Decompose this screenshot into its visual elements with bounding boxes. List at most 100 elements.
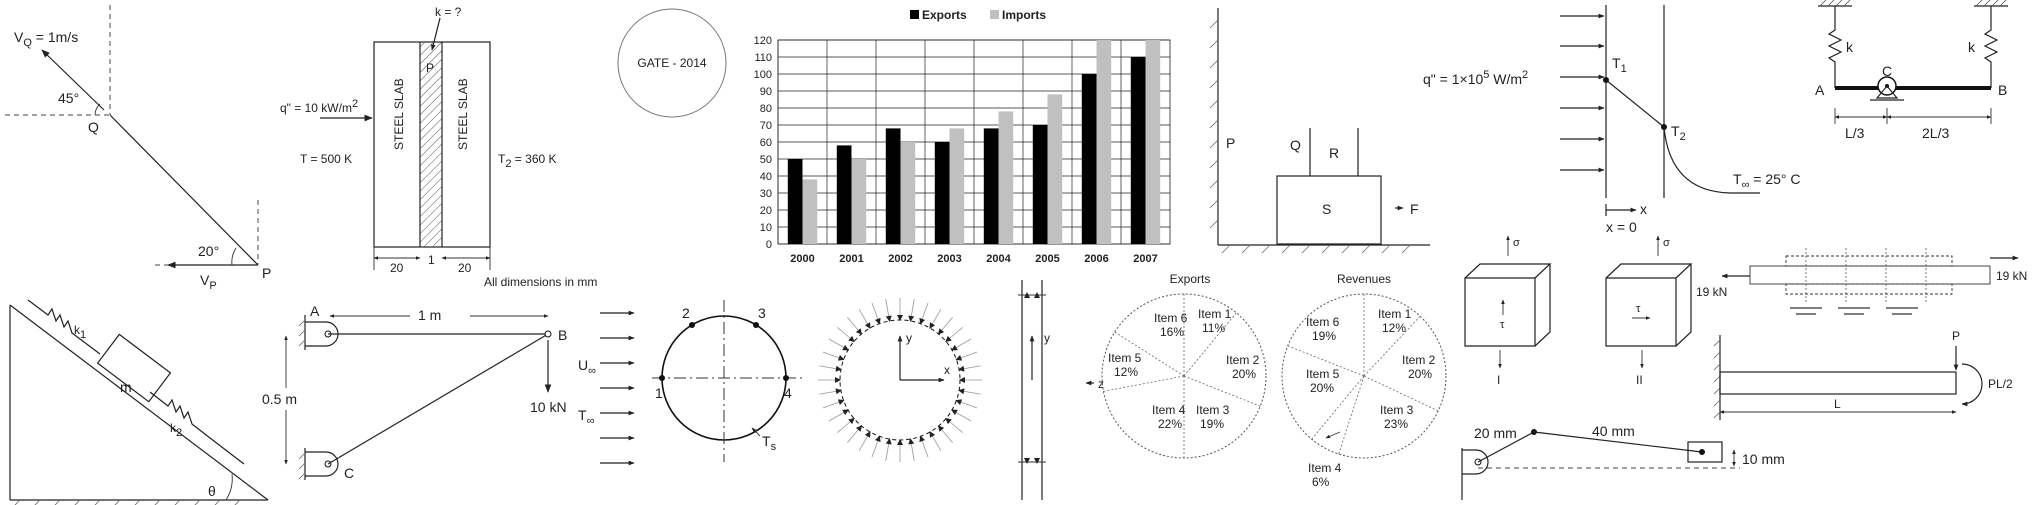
pressure-arrowhead bbox=[864, 431, 871, 438]
pressure-arrowhead bbox=[897, 315, 903, 321]
y-tick-label: 20 bbox=[760, 205, 772, 217]
stress2-roman-label: II bbox=[1636, 373, 1643, 387]
truss-1m-label: 1 m bbox=[418, 307, 441, 323]
exp-item2-value: 20% bbox=[1232, 367, 1256, 381]
radial-x-label: x bbox=[944, 363, 950, 377]
y-tick-label: 80 bbox=[760, 103, 772, 115]
pressure-tick bbox=[819, 390, 839, 395]
y-tick-label: 110 bbox=[754, 52, 772, 64]
rev-item2-label: Item 2 bbox=[1402, 353, 1436, 367]
l23-label: 2L/3 bbox=[1922, 125, 1949, 141]
pie-divider bbox=[1103, 375, 1185, 392]
pressure-arrowhead bbox=[835, 365, 842, 372]
pressure-arrowhead bbox=[874, 317, 881, 325]
pie-divider bbox=[1183, 312, 1237, 377]
pressure-tick bbox=[828, 338, 846, 349]
exp-item5-value: 12% bbox=[1114, 365, 1138, 379]
block-q-label: Q bbox=[1290, 137, 1301, 153]
bar-exports-2003 bbox=[934, 142, 950, 244]
k-label: k = ? bbox=[435, 5, 462, 19]
pie-divider bbox=[1311, 375, 1365, 440]
truss-load-label: 10 kN bbox=[530, 399, 567, 415]
theta-label: θ bbox=[208, 483, 216, 499]
point-p-label: P bbox=[262, 265, 271, 281]
pressure-tick bbox=[961, 390, 981, 395]
exp-item3-label: Item 3 bbox=[1196, 403, 1230, 417]
exp-item4-value: 22% bbox=[1158, 417, 1182, 431]
bar-exports-2005 bbox=[1032, 125, 1048, 244]
k1-label: k1 bbox=[74, 323, 86, 341]
x-tick-label: 2007 bbox=[1133, 253, 1157, 265]
pressure-arrowhead bbox=[929, 431, 936, 438]
pressure-arrowhead bbox=[958, 388, 965, 395]
pie-revenues: Revenues Item 6 19% Item 1 12% Item 2 20… bbox=[1281, 272, 1447, 489]
t-inf-label: T∞ = 25° C bbox=[1733, 171, 1801, 191]
pie-divider bbox=[1363, 315, 1421, 377]
y-tick-label: 60 bbox=[760, 137, 772, 149]
pressure-arrowhead bbox=[951, 344, 958, 351]
bar-imports-2006 bbox=[1096, 40, 1112, 244]
pressure-tick bbox=[948, 420, 964, 434]
legend-imports-label: Imports bbox=[1002, 8, 1046, 22]
pressure-arrowhead bbox=[885, 315, 892, 322]
dim-right-label: 20 bbox=[458, 261, 472, 275]
slab-left-label: STEEL SLAB bbox=[392, 78, 406, 150]
slab-right-label: STEEL SLAB bbox=[456, 78, 470, 150]
pressure-tick bbox=[948, 326, 964, 340]
pressure-arrowhead bbox=[919, 317, 926, 325]
pressure-tick bbox=[846, 316, 860, 332]
force-f-label: F bbox=[1410, 201, 1419, 217]
rod-length-label: 40 mm bbox=[1592, 423, 1635, 439]
pie-revenues-title: Revenues bbox=[1337, 272, 1391, 286]
pressure-tick bbox=[885, 441, 890, 461]
x-tick-label: 2001 bbox=[839, 253, 863, 265]
angle-20-label: 20° bbox=[198, 243, 219, 259]
pressure-arrowhead bbox=[837, 399, 845, 406]
velocity-diagram: VQ = 1m/s 45° Q 20° VP P bbox=[5, 5, 271, 292]
exp-item1-label: Item 1 bbox=[1198, 307, 1232, 321]
bar-imports-2000 bbox=[802, 179, 818, 244]
pressure-arrowhead bbox=[955, 399, 963, 406]
x-axis-label: x bbox=[1640, 201, 1647, 217]
pressure-arrowhead bbox=[835, 388, 842, 395]
block-r-label: R bbox=[1329, 145, 1339, 161]
vp-label: VP bbox=[200, 272, 217, 292]
pressure-arrowhead bbox=[945, 417, 952, 425]
crank-offset-label: 10 mm bbox=[1742, 451, 1785, 467]
k-right-label: k bbox=[1968, 39, 1976, 55]
steel-slab-diagram: k = ? P STEEL SLAB STEEL SLAB q" = 10 kW… bbox=[280, 5, 597, 289]
pressure-tick bbox=[931, 308, 942, 326]
heat-conduction-diagram: q" = 1×105 W/m2 T1 T2 T∞ = 25° C x x = 0 bbox=[1423, 5, 1801, 235]
y-tick-label: 90 bbox=[760, 86, 772, 98]
flux-label: q" = 10 kW/m2 bbox=[280, 98, 358, 115]
bar-imports-2002 bbox=[900, 142, 916, 244]
x-tick-label: 2006 bbox=[1084, 253, 1108, 265]
vq-label: VQ = 1m/s bbox=[14, 29, 78, 49]
pressure-tick bbox=[910, 299, 915, 319]
truss-05m-label: 0.5 m bbox=[262, 391, 297, 407]
y-tick-label: 0 bbox=[766, 239, 772, 251]
pressure-arrowhead bbox=[855, 425, 863, 432]
bar-exports-2006 bbox=[1081, 74, 1097, 244]
wall-p-label: P bbox=[1226, 135, 1235, 151]
pressure-tick bbox=[959, 351, 978, 359]
pressure-tick bbox=[822, 401, 841, 409]
point-c-label: C bbox=[1882, 63, 1892, 79]
bar-imports-2001 bbox=[851, 159, 867, 244]
y-tick-label: 100 bbox=[754, 69, 772, 81]
point-q-label: Q bbox=[88, 119, 99, 135]
l3-label: L/3 bbox=[1845, 125, 1865, 141]
legend-exports-label: Exports bbox=[922, 8, 967, 22]
dim-mid-label: 1 bbox=[428, 253, 435, 267]
y-tick-label: 120 bbox=[754, 35, 772, 47]
point-3-label: 3 bbox=[758, 305, 766, 321]
pie-divider bbox=[1287, 345, 1365, 377]
pressure-arrowhead bbox=[837, 354, 845, 361]
pressure-tick bbox=[910, 441, 915, 461]
dim-left-label: 20 bbox=[390, 261, 404, 275]
rev-item5-value: 20% bbox=[1310, 381, 1334, 395]
point-b-label: B bbox=[1998, 82, 2007, 98]
truss-c-label: C bbox=[344, 465, 354, 481]
bolt-right-force-label: 19 kN bbox=[1996, 269, 2027, 283]
